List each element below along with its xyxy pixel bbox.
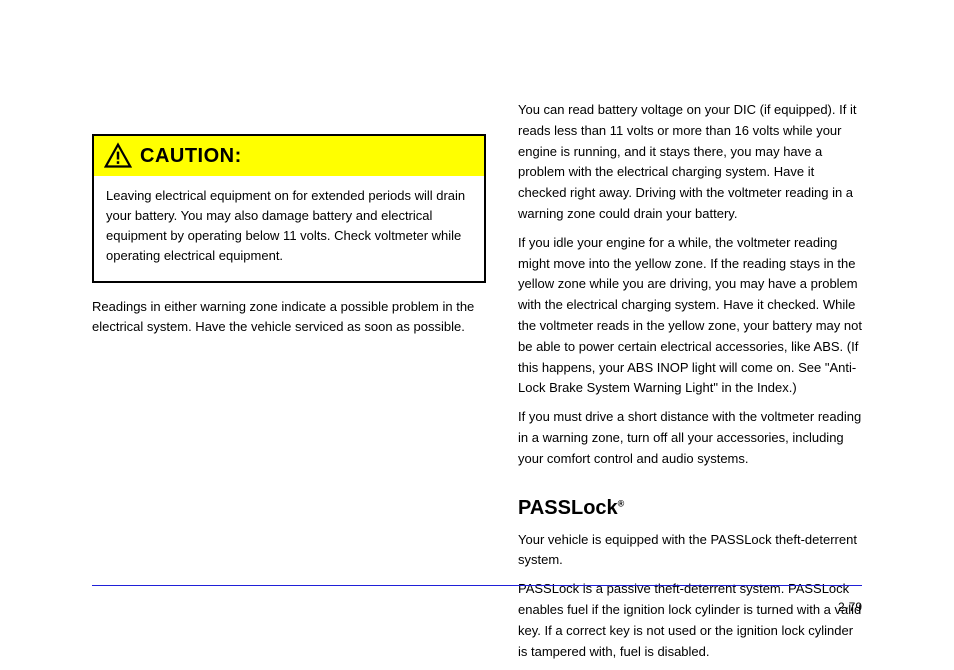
- page-number: 2-79: [838, 600, 862, 614]
- left-body-text: Readings in either warning zone indicate…: [92, 297, 486, 339]
- right-paragraph-4: Your vehicle is equipped with the PASSLo…: [518, 530, 862, 572]
- caution-body: Leaving electrical equipment on for exte…: [94, 176, 484, 281]
- left-paragraph-1: Readings in either warning zone indicate…: [92, 297, 486, 339]
- caution-header: CAUTION:: [94, 136, 484, 176]
- right-paragraph-2: If you idle your engine for a while, the…: [518, 233, 862, 399]
- warning-triangle-icon: [104, 142, 132, 170]
- caution-box: CAUTION: Leaving electrical equipment on…: [92, 134, 486, 283]
- right-paragraph-3: If you must drive a short distance with …: [518, 407, 862, 469]
- page-content: CAUTION: Leaving electrical equipment on…: [0, 0, 954, 670]
- right-paragraph-1: You can read battery voltage on your DIC…: [518, 100, 862, 225]
- caution-label: CAUTION:: [140, 145, 242, 168]
- heading-text: PASSLock: [518, 497, 618, 519]
- footer-divider: [92, 585, 862, 586]
- registered-mark-icon: ®: [618, 498, 625, 508]
- passlock-heading: PASSLock®: [518, 492, 862, 524]
- right-paragraph-5: PASSLock is a passive theft-deterrent sy…: [518, 579, 862, 662]
